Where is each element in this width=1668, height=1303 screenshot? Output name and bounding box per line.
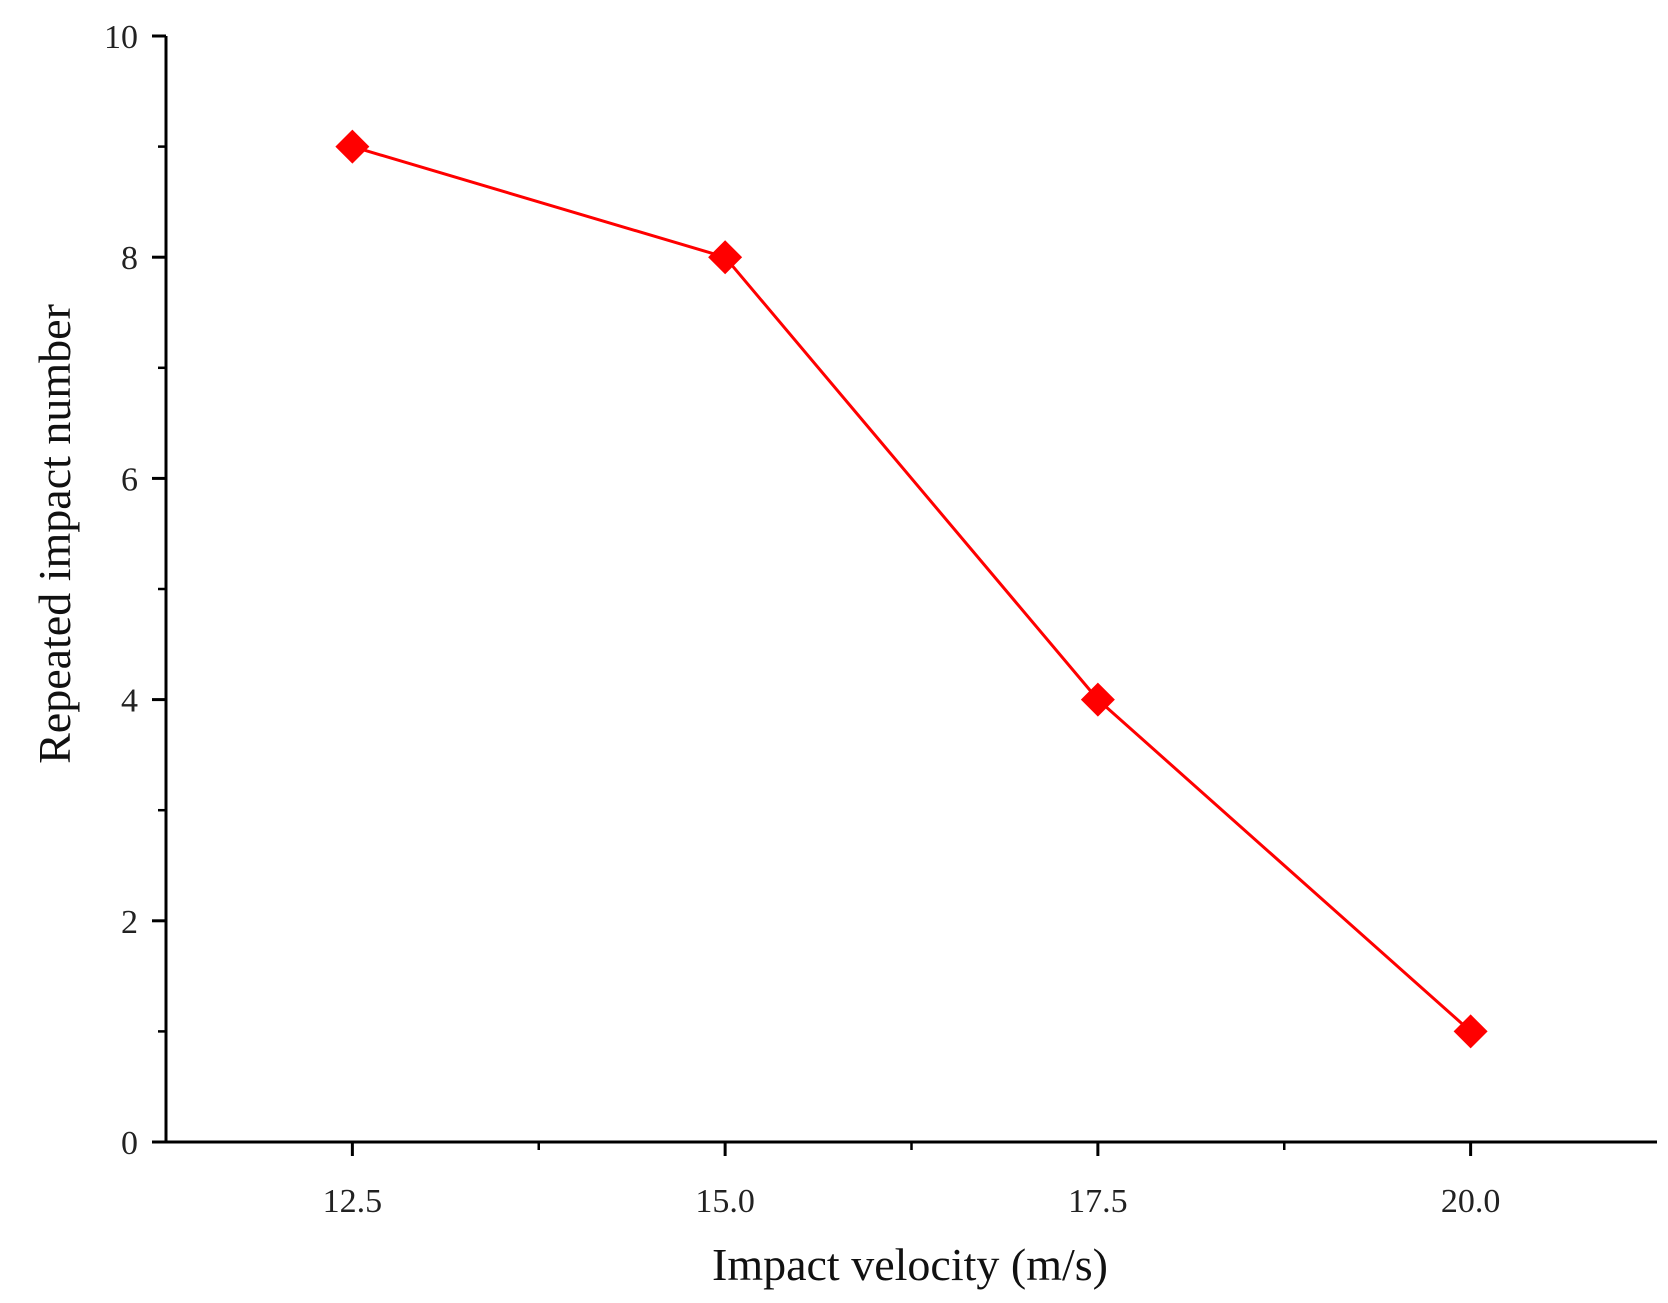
y-tick-label: 2 [121,904,138,941]
y-tick-label: 6 [121,461,138,498]
x-tick-label: 17.5 [1068,1183,1128,1220]
y-tick-label: 4 [121,683,138,720]
data-point [708,240,743,275]
x-axis-title: Impact velocity (m/s) [712,1239,1108,1290]
x-tick-label: 20.0 [1441,1183,1501,1220]
y-tick-label: 0 [121,1125,138,1162]
data-point [335,129,370,164]
data-point [1080,682,1115,717]
y-tick-label: 8 [121,240,138,277]
y-tick-label: 10 [104,19,138,56]
axes [164,36,1657,1144]
x-tick-label: 12.5 [323,1183,383,1220]
x-tick-label: 15.0 [695,1183,755,1220]
x-ticks: 12.5 15.0 17.5 20.0 [323,1142,1501,1220]
y-axis-title: Repeated impact number [29,304,80,764]
data-point [1453,1014,1488,1049]
y-ticks: 0 2 4 6 8 10 [104,19,166,1162]
series [335,129,1488,1049]
series-line [351,145,1472,1033]
